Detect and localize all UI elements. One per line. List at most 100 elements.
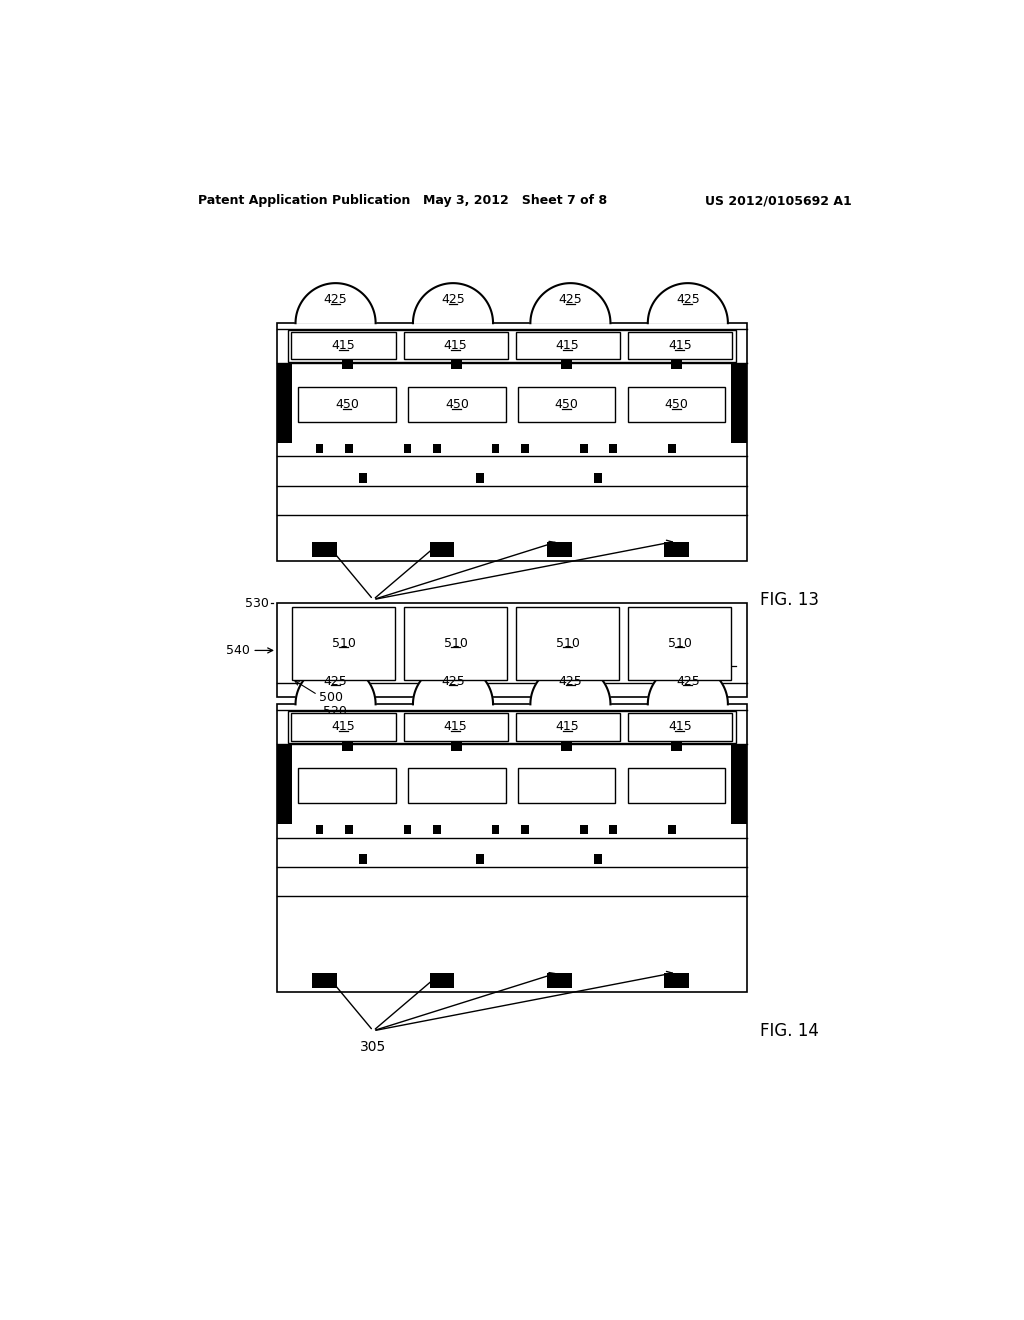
Bar: [359, 474, 367, 483]
Polygon shape: [530, 284, 610, 323]
Bar: [292, 713, 396, 741]
Bar: [292, 331, 396, 359]
Bar: [409, 387, 506, 422]
Text: 415: 415: [556, 339, 580, 352]
Bar: [288, 711, 736, 743]
Bar: [518, 387, 615, 422]
Bar: [731, 744, 746, 824]
Bar: [492, 825, 500, 834]
Polygon shape: [413, 284, 493, 323]
Bar: [518, 768, 615, 803]
Bar: [665, 973, 689, 989]
Text: 425: 425: [676, 675, 699, 688]
Bar: [628, 331, 732, 359]
Bar: [580, 825, 588, 834]
Bar: [276, 370, 746, 442]
Text: FIG. 14: FIG. 14: [761, 1022, 819, 1040]
Text: 415: 415: [668, 721, 691, 733]
Bar: [345, 444, 352, 453]
Text: US 2012/0105692 A1: US 2012/0105692 A1: [705, 194, 851, 207]
Bar: [429, 973, 455, 989]
Text: 305: 305: [360, 1040, 386, 1055]
Bar: [515, 713, 620, 741]
Text: 425: 425: [324, 293, 347, 306]
Text: 450: 450: [335, 399, 359, 411]
Bar: [359, 854, 367, 863]
Bar: [671, 360, 682, 370]
Bar: [292, 751, 731, 824]
Bar: [476, 474, 484, 483]
Bar: [521, 444, 528, 453]
Bar: [342, 360, 352, 370]
Bar: [580, 444, 588, 453]
Bar: [476, 854, 484, 863]
Text: 450: 450: [665, 399, 688, 411]
Text: 425: 425: [558, 293, 583, 306]
Bar: [312, 973, 337, 989]
Text: 425: 425: [676, 293, 699, 306]
Text: 510: 510: [556, 636, 580, 649]
Bar: [547, 541, 571, 557]
Polygon shape: [296, 664, 376, 705]
Text: 415: 415: [332, 721, 355, 733]
Bar: [298, 387, 396, 422]
Bar: [315, 825, 324, 834]
Text: 415: 415: [332, 339, 355, 352]
Text: 425: 425: [324, 675, 347, 688]
Bar: [594, 474, 602, 483]
Polygon shape: [648, 664, 728, 705]
Text: 425: 425: [441, 675, 465, 688]
Text: 510: 510: [443, 636, 468, 649]
Bar: [315, 444, 324, 453]
Bar: [594, 854, 602, 863]
Bar: [403, 825, 412, 834]
Bar: [668, 825, 676, 834]
Text: May 3, 2012   Sheet 7 of 8: May 3, 2012 Sheet 7 of 8: [424, 194, 607, 207]
Text: 510: 510: [668, 636, 691, 649]
Bar: [433, 825, 440, 834]
Bar: [628, 768, 725, 803]
Polygon shape: [413, 664, 493, 705]
Bar: [276, 751, 746, 824]
Bar: [515, 331, 620, 359]
Text: 425: 425: [558, 675, 583, 688]
Text: 415: 415: [668, 339, 691, 352]
Bar: [665, 541, 689, 557]
Bar: [292, 607, 395, 680]
Bar: [561, 360, 572, 370]
Bar: [403, 331, 508, 359]
Bar: [609, 825, 616, 834]
Bar: [521, 825, 528, 834]
Bar: [492, 444, 500, 453]
Bar: [452, 742, 462, 751]
Bar: [404, 607, 507, 680]
Polygon shape: [648, 284, 728, 323]
Bar: [403, 444, 412, 453]
Bar: [298, 768, 396, 803]
Bar: [276, 603, 746, 697]
Bar: [433, 444, 440, 453]
Bar: [276, 363, 292, 442]
Polygon shape: [530, 664, 610, 705]
Bar: [276, 705, 746, 993]
Bar: [345, 825, 352, 834]
Text: 425: 425: [441, 293, 465, 306]
Bar: [628, 387, 725, 422]
Text: 450: 450: [444, 399, 469, 411]
Bar: [609, 444, 616, 453]
Text: 415: 415: [443, 339, 468, 352]
Bar: [429, 541, 455, 557]
Polygon shape: [296, 284, 376, 323]
Bar: [547, 973, 571, 989]
Bar: [292, 370, 731, 442]
Bar: [403, 713, 508, 741]
Bar: [516, 607, 620, 680]
Bar: [342, 742, 352, 751]
Text: 510: 510: [332, 636, 355, 649]
Bar: [671, 742, 682, 751]
Text: 305: 305: [360, 609, 386, 623]
Text: 450: 450: [555, 399, 579, 411]
Text: Patent Application Publication: Patent Application Publication: [199, 194, 411, 207]
Text: 540: 540: [226, 644, 250, 657]
Text: 415: 415: [443, 721, 468, 733]
